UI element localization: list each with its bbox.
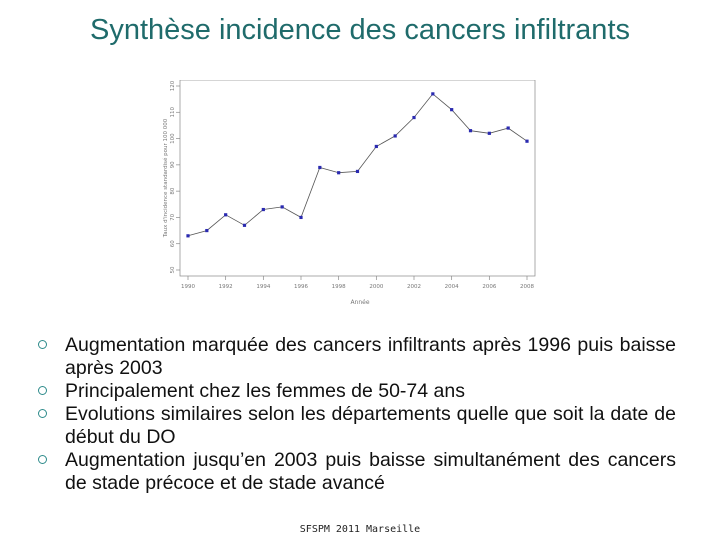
data-point <box>186 234 190 238</box>
data-point <box>506 126 510 130</box>
y-tick-label: 100 <box>170 133 176 144</box>
circle-bullet-icon <box>38 386 47 395</box>
bullet-text: Augmentation jusqu’en 2003 puis baisse s… <box>65 449 676 494</box>
footer-text: SFSPM 2011 Marseille <box>299 524 421 535</box>
x-tick-label: 2000 <box>369 284 383 290</box>
data-point <box>412 115 416 120</box>
data-point <box>355 169 360 174</box>
data-point <box>242 223 247 227</box>
bullet-item: Augmentation jusqu’en 2003 puis baisse s… <box>36 449 676 495</box>
chart-svg: Taux d'incidence standardisé pour 100 00… <box>162 80 536 306</box>
x-axis-label: Année <box>350 299 369 306</box>
data-point <box>318 165 322 170</box>
y-tick-label: 50 <box>170 266 176 273</box>
y-tick-label: 70 <box>170 213 176 220</box>
bullet-text: Augmentation marquée des cancers infiltr… <box>65 334 676 379</box>
x-tick-label: 2006 <box>482 284 496 290</box>
data-point <box>374 144 378 149</box>
bullet-item: Evolutions similaires selon les départem… <box>36 403 676 449</box>
data-point <box>393 134 397 138</box>
data-point <box>487 131 491 135</box>
y-tick-label: 90 <box>170 161 176 168</box>
data-point <box>525 139 529 143</box>
slide-title: Synthèse incidence des cancers infiltran… <box>89 14 630 46</box>
plot-frame <box>179 80 536 277</box>
data-point <box>337 171 341 175</box>
data-point <box>261 207 265 212</box>
x-tick-label: 1992 <box>219 284 233 290</box>
y-tick-label: 60 <box>170 240 176 247</box>
circle-bullet-icon <box>38 455 47 464</box>
data-point <box>299 215 303 220</box>
data-point <box>205 228 209 233</box>
x-tick-label: 1990 <box>181 284 195 290</box>
data-point <box>280 205 284 209</box>
bullet-text: Principalement chez les femmes de 50-74 … <box>65 380 465 402</box>
bullet-text: Evolutions similaires selon les départem… <box>65 403 676 448</box>
y-tick-label: 120 <box>170 80 176 91</box>
x-tick-label: 1994 <box>256 284 270 290</box>
circle-bullet-icon <box>38 340 47 349</box>
incidence-chart: Taux d'incidence standardisé pour 100 00… <box>160 80 540 308</box>
x-tick-label: 2002 <box>407 284 421 290</box>
bullet-item: Principalement chez les femmes de 50-74 … <box>36 380 676 403</box>
y-tick-label: 80 <box>170 187 176 194</box>
data-point <box>224 213 228 217</box>
circle-bullet-icon <box>38 409 47 418</box>
bullet-list: Augmentation marquée des cancers infiltr… <box>36 334 676 495</box>
x-tick-label: 1996 <box>294 284 308 290</box>
series-line <box>187 93 528 237</box>
y-tick-label: 110 <box>170 107 176 118</box>
x-tick-label: 2004 <box>445 284 459 290</box>
bullet-item: Augmentation marquée des cancers infiltr… <box>36 334 676 380</box>
data-point <box>450 108 454 112</box>
y-axis-label: Taux d'incidence standardisé pour 100 00… <box>162 118 169 238</box>
x-tick-label: 2008 <box>520 284 534 290</box>
data-point <box>431 92 435 96</box>
x-tick-label: 1998 <box>332 284 346 290</box>
data-point <box>468 129 473 133</box>
